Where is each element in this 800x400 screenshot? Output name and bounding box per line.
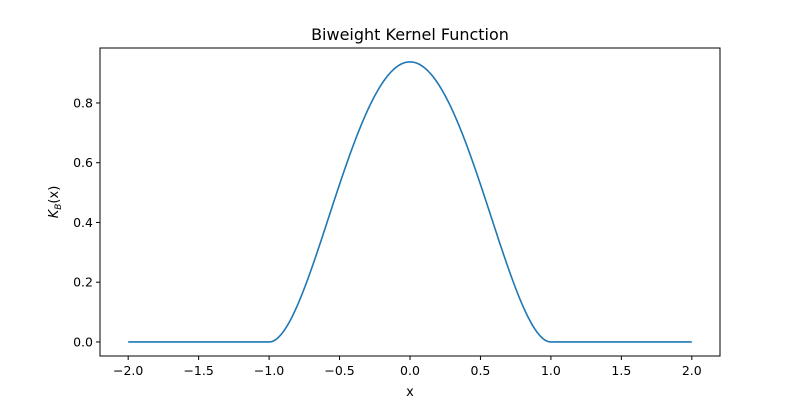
y-tick-label: 0.4 xyxy=(73,215,93,230)
y-axis-label: KB(x) xyxy=(47,186,64,219)
y-tick-label: 0.2 xyxy=(73,275,93,290)
x-tick-label: −1.5 xyxy=(183,363,213,378)
y-axis-label-base: K xyxy=(47,208,62,218)
y-axis-label-subscript: B xyxy=(54,204,64,210)
y-axis-label-rest: (x) xyxy=(47,186,62,204)
x-tick-label: 1.5 xyxy=(611,363,631,378)
x-tick-label: −1.0 xyxy=(254,363,284,378)
x-axis-label: x xyxy=(406,385,414,400)
x-tick-label: 1.0 xyxy=(541,363,561,378)
y-tick-label: 0.6 xyxy=(73,155,93,170)
x-axis: −2.0 −1.5 −1.0 −0.5 0.0 0.5 1.0 1.5 2.0 xyxy=(113,356,702,378)
y-axis: 0.0 0.2 0.4 0.6 0.8 xyxy=(73,95,100,349)
plot-content xyxy=(128,61,692,343)
x-tick-label: 2.0 xyxy=(682,363,702,378)
chart-title: Biweight Kernel Function xyxy=(311,25,509,44)
x-tick-label: 0.5 xyxy=(471,363,491,378)
x-tick-label: −0.5 xyxy=(324,363,354,378)
x-tick-label: 0.0 xyxy=(400,363,420,378)
x-tick-label: −2.0 xyxy=(113,363,143,378)
y-tick-label: 0.0 xyxy=(73,334,93,349)
series-line-0 xyxy=(128,61,692,343)
y-tick-label: 0.8 xyxy=(73,95,93,110)
